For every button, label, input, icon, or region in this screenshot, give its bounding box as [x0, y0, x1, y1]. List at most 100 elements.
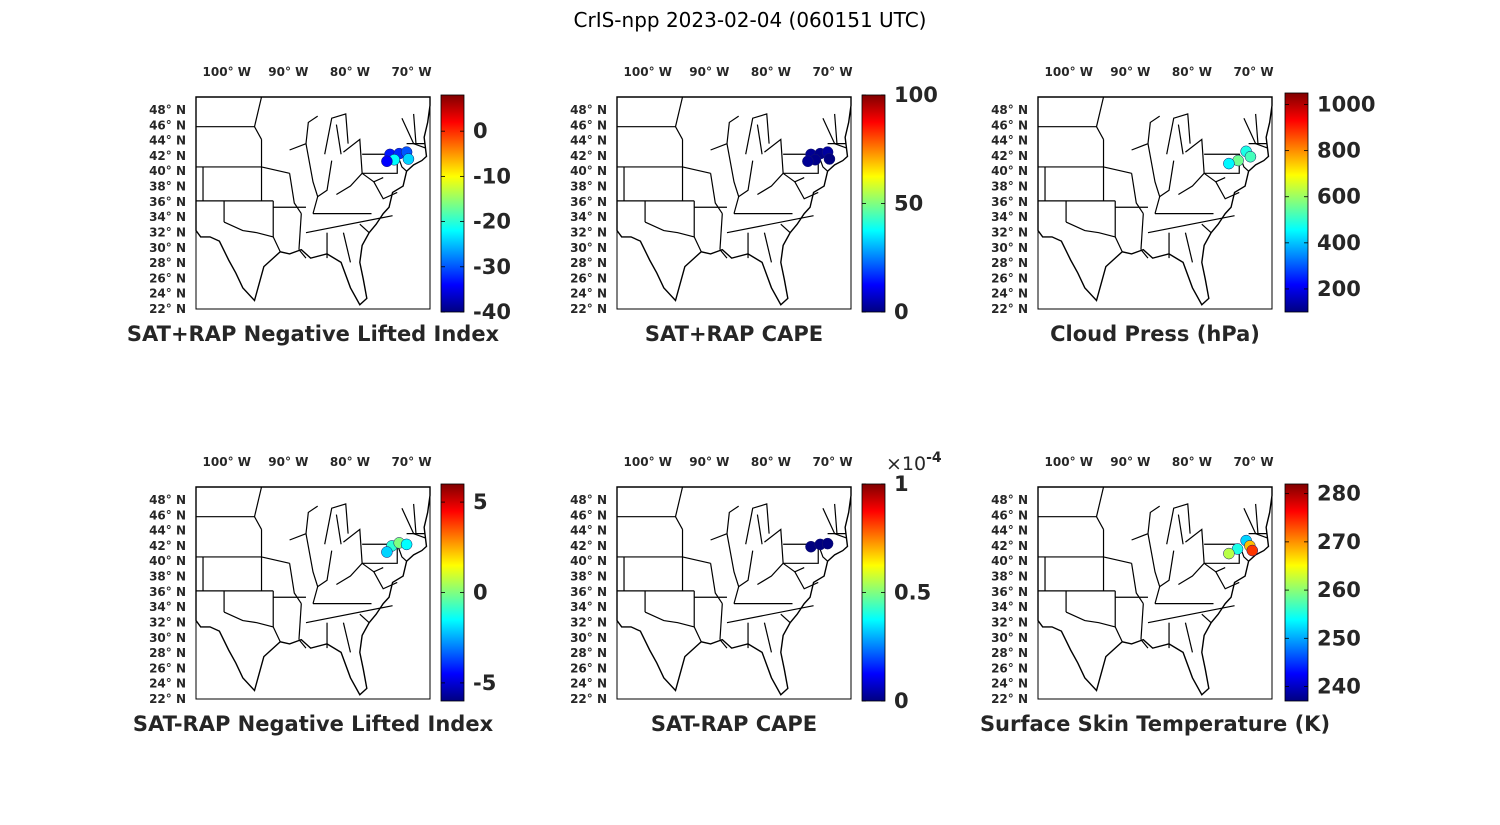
- us-map: [1038, 97, 1272, 305]
- lon-tick-label: 90° W: [268, 65, 308, 79]
- state-border: [306, 144, 318, 214]
- state-border: [764, 233, 771, 263]
- lat-tick-label: 24° N: [149, 287, 186, 301]
- state-border: [299, 214, 301, 250]
- state-border: [255, 487, 262, 517]
- lat-tick-label: 36° N: [149, 195, 186, 209]
- lat-tick-label: 38° N: [570, 570, 607, 584]
- lat-tick-label: 28° N: [149, 646, 186, 660]
- state-border: [273, 591, 280, 642]
- state-border: [694, 201, 701, 252]
- lon-tick-label: 100° W: [1045, 455, 1093, 469]
- state-border: [781, 224, 790, 232]
- lat-tick-label: 24° N: [991, 287, 1028, 301]
- state-border: [764, 623, 771, 653]
- state-border: [1202, 224, 1211, 232]
- lat-tick-label: 32° N: [991, 225, 1028, 239]
- chart-panel-6: 100° W 90° W 80° W 70° W 48° N46° N 44° N42° …: [980, 455, 1361, 736]
- chart-panel-1: 100° W 90° W 80° W 70° W 48° N46° N 44° N42° …: [127, 65, 511, 346]
- lat-tick-label: 38° N: [991, 570, 1028, 584]
- state-border: [645, 222, 694, 237]
- state-border: [290, 173, 302, 213]
- lat-tick-label: 32° N: [149, 225, 186, 239]
- state-border: [360, 224, 369, 232]
- lat-tick-label: 42° N: [570, 149, 607, 163]
- lon-tick-label: 70° W: [1233, 65, 1273, 79]
- lat-tick-label: 48° N: [570, 103, 607, 117]
- state-border: [290, 563, 302, 603]
- figure-title: CrIS-npp 2023-02-04 (060151 UTC): [573, 8, 927, 32]
- state-border: [1066, 612, 1115, 627]
- state-border: [224, 222, 273, 237]
- state-border: [299, 250, 306, 258]
- lat-tick-label: 22° N: [570, 692, 607, 706]
- colorbar-tick-label: 270: [1317, 530, 1361, 554]
- lat-tick-label: 26° N: [570, 271, 607, 285]
- lat-tick-label: 30° N: [991, 631, 1028, 645]
- lat-tick-label: 26° N: [149, 271, 186, 285]
- lon-tick-label: 80° W: [1172, 455, 1212, 469]
- colorbar-tick-label: 250: [1317, 626, 1361, 650]
- lat-tick-label: 42° N: [149, 149, 186, 163]
- state-border: [1141, 604, 1143, 640]
- us-map: [1038, 487, 1272, 695]
- data-point: [402, 153, 415, 165]
- colorbar-tick-label: 800: [1317, 139, 1361, 163]
- data-point: [802, 155, 814, 168]
- chart-panel-3: 100° W 90° W 80° W 70° W 48° N46° N 44° N42° …: [991, 65, 1375, 346]
- lon-tick-label: 100° W: [203, 65, 251, 79]
- lon-tick-label: 90° W: [689, 65, 729, 79]
- colorbar-tick-label: 1000: [1317, 93, 1375, 117]
- state-border: [1104, 167, 1132, 173]
- us-map: [617, 97, 851, 305]
- lon-tick-label: 70° W: [1233, 455, 1273, 469]
- state-border: [306, 534, 318, 604]
- colorbar-tick-label: 280: [1317, 482, 1361, 506]
- data-point: [823, 153, 836, 165]
- state-border: [318, 551, 332, 587]
- state-border: [746, 504, 769, 544]
- state-border: [360, 614, 369, 622]
- state-border: [1132, 563, 1144, 603]
- lat-tick-label: 22° N: [570, 302, 607, 316]
- lat-tick-label: 34° N: [149, 210, 186, 224]
- lat-tick-label: 26° N: [149, 661, 186, 675]
- state-border: [414, 114, 416, 144]
- lat-tick-label: 30° N: [570, 631, 607, 645]
- state-border: [318, 161, 332, 197]
- state-border: [1132, 173, 1144, 213]
- lat-tick-label: 44° N: [991, 524, 1028, 538]
- data-point: [400, 538, 413, 551]
- state-border: [1141, 640, 1148, 648]
- lat-tick-label: 32° N: [570, 225, 607, 239]
- coastline-outline: [617, 97, 851, 305]
- data-point: [381, 155, 393, 168]
- state-border: [325, 504, 348, 544]
- lat-tick-label: 30° N: [149, 241, 186, 255]
- lat-tick-label: 44° N: [149, 524, 186, 538]
- state-border: [374, 182, 397, 199]
- lat-tick-label: 48° N: [149, 493, 186, 507]
- state-border: [757, 515, 762, 545]
- state-border: [727, 144, 739, 214]
- state-border: [727, 606, 814, 623]
- coastline-outline: [617, 487, 851, 695]
- state-border: [290, 506, 318, 540]
- state-border: [325, 114, 348, 154]
- lat-tick-label: 48° N: [991, 493, 1028, 507]
- lat-tick-label: 26° N: [991, 661, 1028, 675]
- state-border: [1216, 572, 1239, 589]
- us-map: [196, 487, 430, 695]
- lat-tick-label: 44° N: [149, 134, 186, 148]
- data-point: [821, 537, 834, 550]
- lon-tick-label: 80° W: [1172, 65, 1212, 79]
- lat-tick-label: 42° N: [991, 149, 1028, 163]
- state-border: [783, 544, 818, 563]
- us-map: [617, 487, 851, 695]
- state-border: [676, 97, 683, 127]
- map-frame: [195, 96, 431, 310]
- colorbar-tick-label: -10: [473, 164, 511, 188]
- state-border: [1167, 114, 1190, 154]
- lat-tick-label: 26° N: [991, 271, 1028, 285]
- state-border: [262, 167, 290, 173]
